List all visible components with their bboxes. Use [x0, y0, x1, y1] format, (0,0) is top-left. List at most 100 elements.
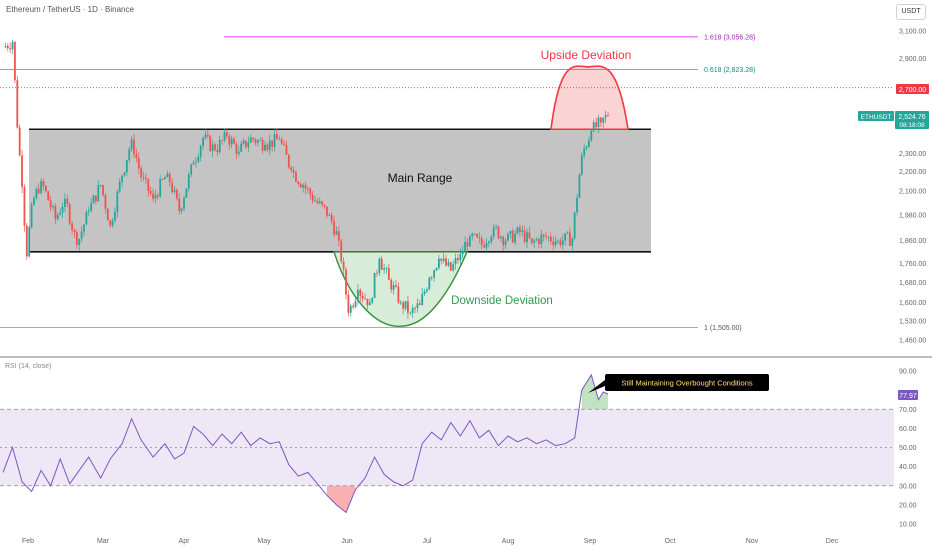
- candle-body: [273, 134, 276, 147]
- candle: [528, 226, 531, 240]
- candle: [292, 166, 295, 179]
- candle-body: [218, 140, 221, 153]
- candle: [195, 157, 197, 168]
- candle: [130, 136, 133, 152]
- candle: [364, 293, 366, 300]
- candle: [485, 238, 488, 252]
- candle-body: [464, 242, 466, 252]
- candle: [421, 287, 424, 306]
- candle-body: [204, 134, 207, 138]
- candle: [90, 197, 93, 213]
- candle-body: [437, 258, 440, 268]
- candle: [283, 139, 285, 146]
- candle: [509, 230, 512, 239]
- time-tick-label: Dec: [826, 538, 839, 545]
- candle-body: [42, 181, 45, 186]
- candle-body: [471, 233, 474, 237]
- candle: [159, 174, 162, 198]
- candle: [99, 184, 102, 188]
- candle: [44, 184, 47, 193]
- candle-body: [297, 181, 300, 185]
- candle: [166, 170, 169, 178]
- candle-body: [35, 188, 38, 199]
- candle: [571, 236, 574, 252]
- candle-body: [197, 156, 200, 162]
- candle-body: [54, 206, 57, 220]
- candle: [276, 128, 278, 140]
- candle: [311, 191, 314, 204]
- candle-body: [4, 45, 7, 48]
- price-tick-label: 3,100.00: [899, 29, 926, 36]
- candle: [16, 76, 19, 129]
- rsi-overbought-fill: [581, 374, 608, 410]
- candle: [230, 135, 233, 148]
- candle-body: [11, 41, 14, 50]
- candle-body: [502, 236, 505, 246]
- candle-body: [221, 140, 224, 141]
- candle-body: [557, 240, 559, 242]
- candle-body: [392, 285, 395, 290]
- candle-body: [414, 307, 416, 309]
- candle-body: [97, 185, 100, 202]
- candle: [121, 175, 123, 188]
- candle-body: [73, 230, 76, 232]
- candle: [416, 298, 419, 313]
- downside-deviation-label: Downside Deviation: [451, 295, 553, 307]
- candle-body: [37, 188, 40, 194]
- candle-body: [159, 178, 162, 197]
- candle: [435, 267, 438, 272]
- time-tick-label: Jul: [423, 538, 432, 545]
- time-tick-label: Feb: [22, 538, 34, 545]
- candle-body: [485, 243, 488, 248]
- candle: [266, 142, 269, 153]
- candle: [404, 301, 407, 311]
- rsi-value-tag: [898, 390, 918, 400]
- candle-body: [607, 115, 609, 116]
- currency-button[interactable]: USDT: [896, 4, 926, 20]
- candle-body: [135, 154, 138, 158]
- candle: [542, 233, 545, 242]
- candle: [426, 287, 428, 294]
- candle-body: [342, 261, 345, 270]
- candle: [580, 152, 583, 177]
- candle-body: [299, 184, 302, 188]
- candle-body: [28, 227, 31, 257]
- candle-body: [595, 122, 597, 128]
- candle: [466, 238, 469, 253]
- candle: [271, 140, 274, 153]
- candle-body: [395, 285, 397, 287]
- candle-body: [18, 127, 21, 156]
- candle: [359, 288, 362, 302]
- callout-text: Still Maintaining Overbought Conditions: [621, 379, 753, 388]
- candle-body: [530, 238, 533, 243]
- candle: [433, 269, 436, 282]
- candle: [154, 189, 157, 204]
- candle-body: [585, 146, 588, 149]
- candle: [554, 236, 557, 248]
- candle: [175, 188, 178, 201]
- candle-body: [549, 236, 552, 242]
- candle-body: [33, 198, 35, 205]
- candle: [328, 213, 331, 216]
- candle-body: [152, 193, 154, 199]
- candle-body: [223, 132, 226, 141]
- candle: [111, 217, 114, 229]
- rsi-tick-label: 10.00: [899, 522, 917, 529]
- candle-body: [368, 302, 371, 306]
- candle-body: [61, 207, 64, 213]
- candle-body: [583, 148, 586, 156]
- candle: [273, 128, 276, 152]
- candle-body: [180, 208, 183, 211]
- candle: [407, 296, 409, 319]
- candle: [135, 148, 138, 163]
- candle-body: [264, 144, 266, 151]
- rsi-tick-label: 50.00: [899, 445, 917, 452]
- candle-body: [80, 231, 83, 239]
- candle: [97, 180, 100, 203]
- candle-body: [209, 136, 212, 152]
- candle-body: [418, 303, 421, 305]
- candle-body: [75, 231, 78, 246]
- candle: [30, 202, 33, 229]
- candle: [223, 128, 226, 143]
